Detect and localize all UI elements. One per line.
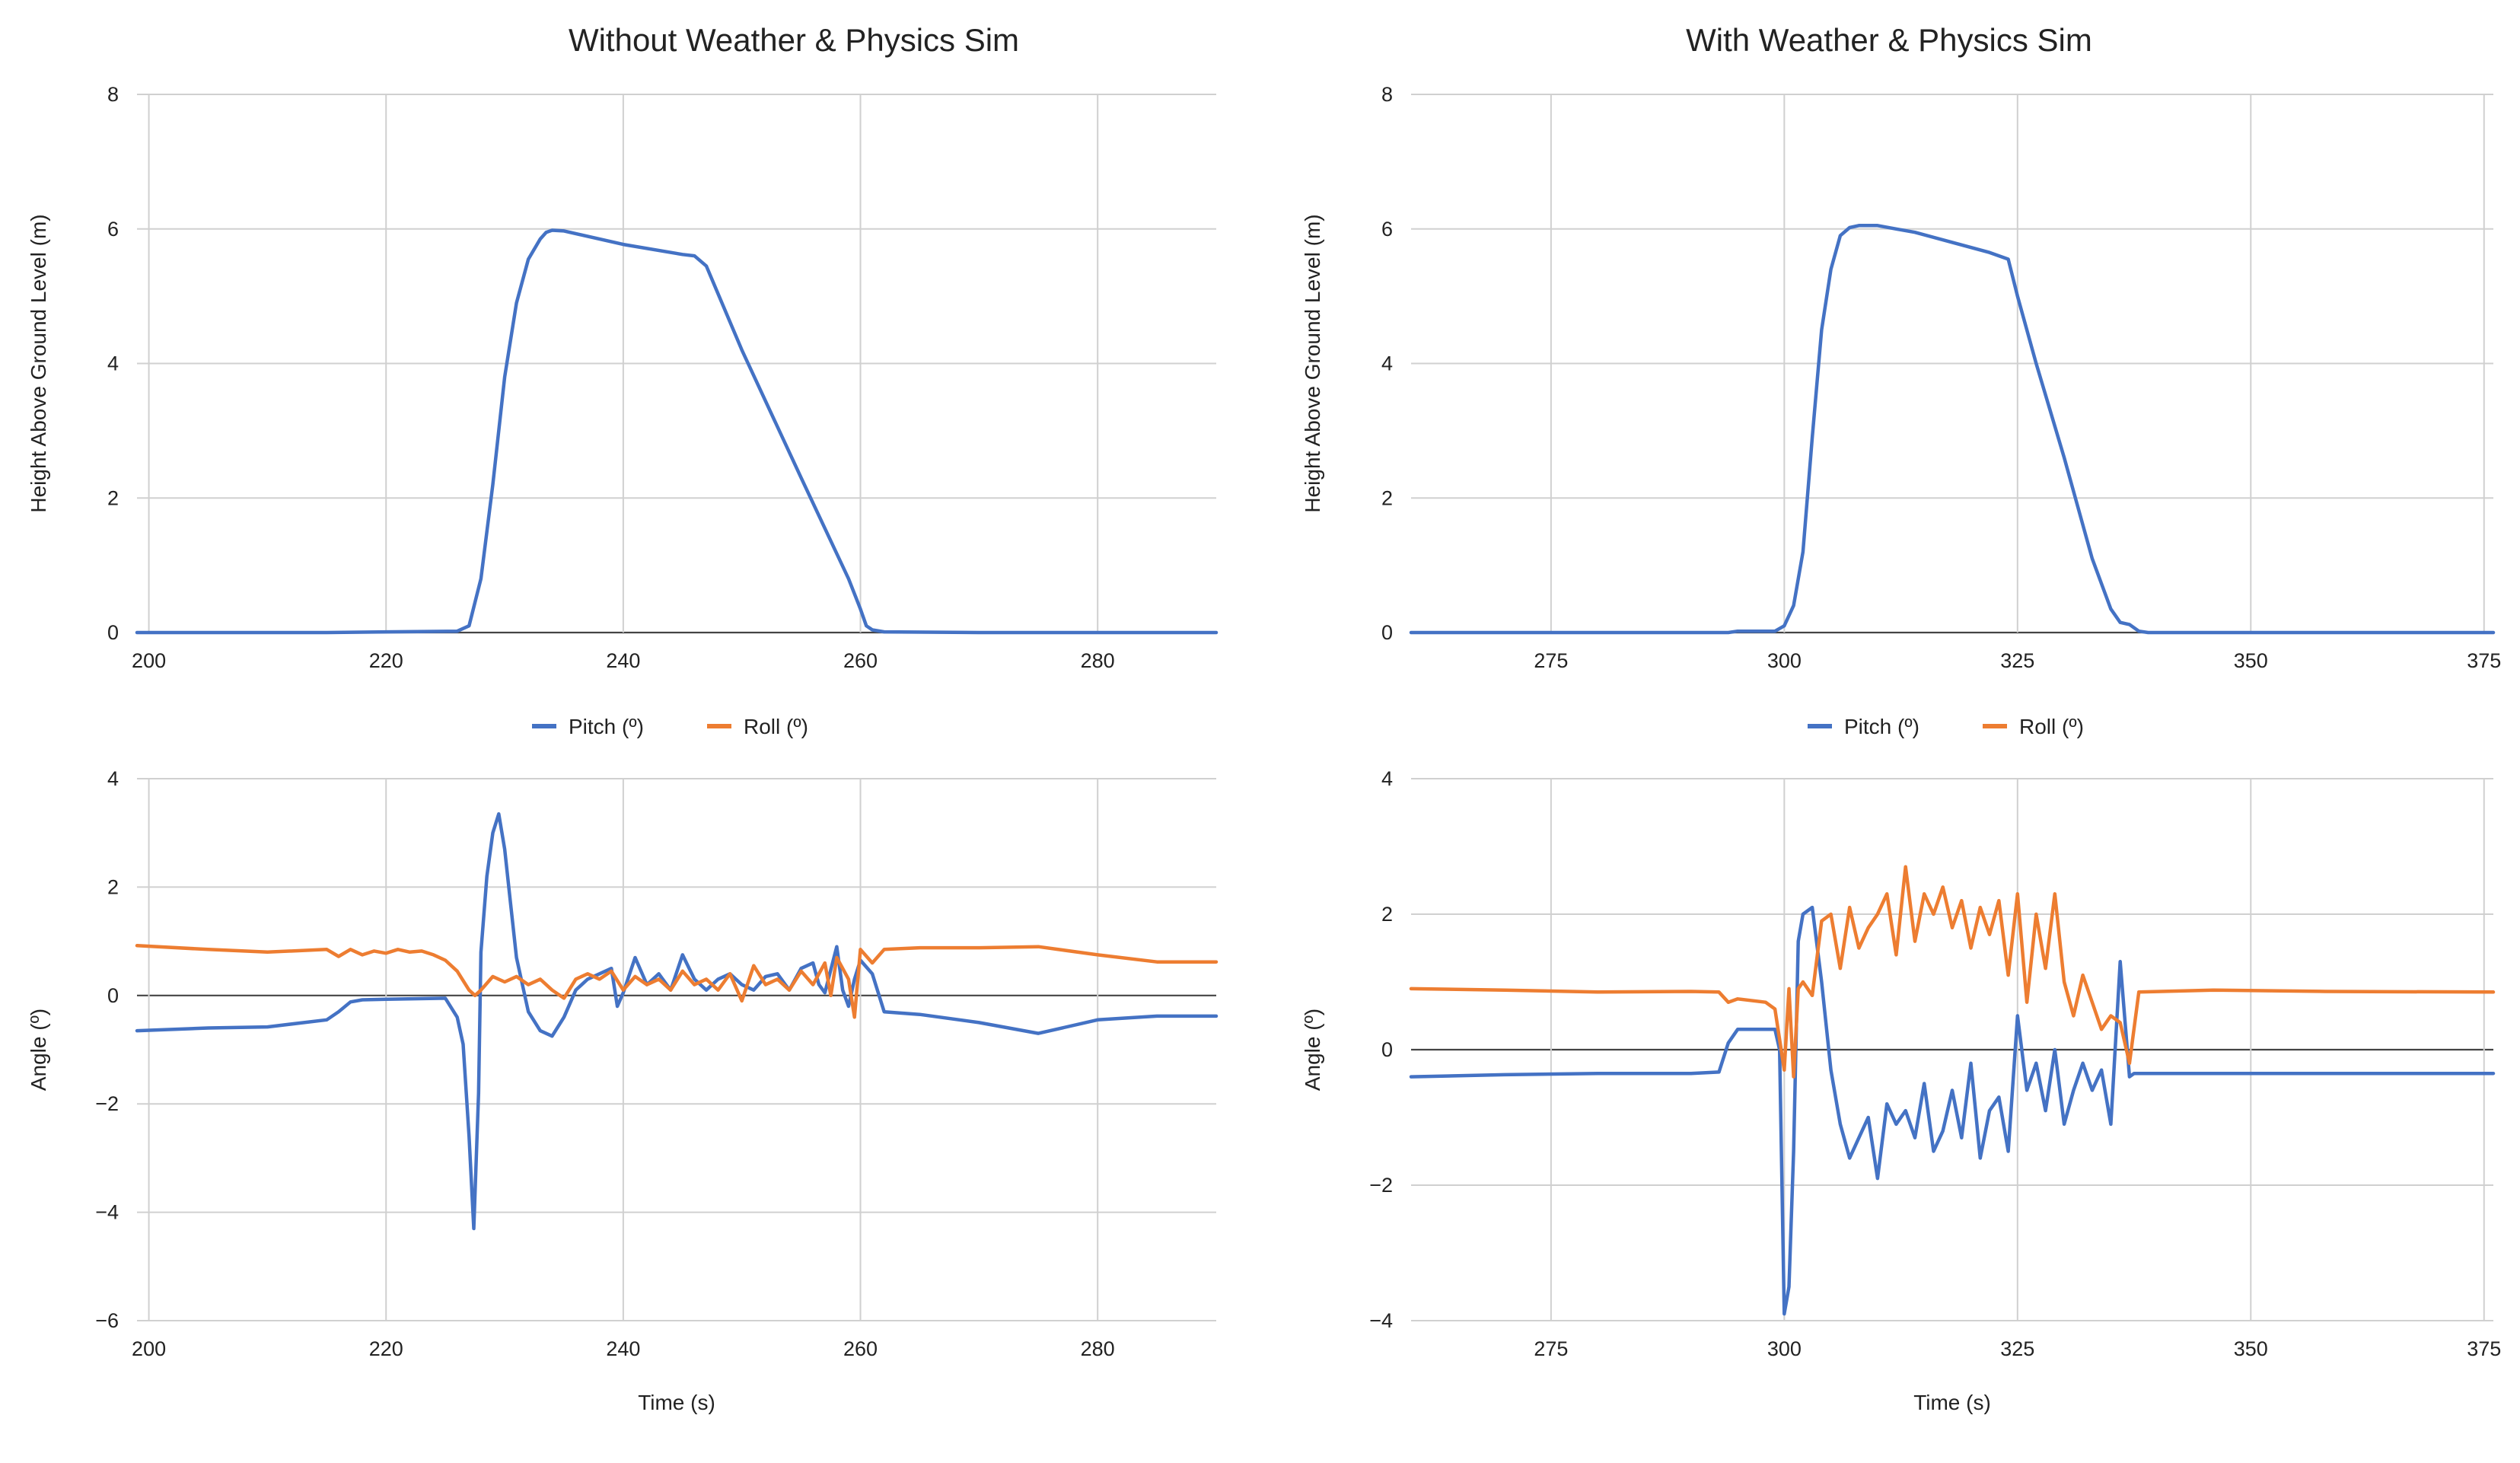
legend-pitch-label: Pitch (º) [1844, 715, 1919, 738]
y-tick-label: 0 [1381, 1038, 1393, 1061]
x-tick-label: 325 [2000, 649, 2034, 672]
y-tick-label: 0 [1381, 621, 1393, 644]
x-tick-label: 240 [606, 649, 640, 672]
x-tick-label: 260 [843, 649, 878, 672]
y-tick-label: 0 [107, 984, 119, 1007]
x-tick-label: 300 [1767, 649, 1802, 672]
x-tick-label: 325 [2000, 1337, 2034, 1360]
x-tick-label: 200 [132, 1337, 166, 1360]
x-tick-label: 350 [2234, 1337, 2268, 1360]
x-axis-label: Time (s) [638, 1391, 715, 1414]
chart-angle-without: −6 −4 −2 0 2 4 200 220 240 260 280 Angle (º) Time (s… [27, 715, 1219, 1414]
y-tick-label: −4 [1369, 1309, 1393, 1332]
roll-series-line [1409, 865, 2496, 1079]
height-series-line [1409, 224, 2496, 635]
y-axis-label: Angle (º) [27, 1009, 50, 1091]
y-tick-label: 4 [107, 352, 119, 375]
chart-angle-with: −4 −2 0 2 4 275 300 325 350 375 Angle (º) Time (s) P… [1301, 715, 2501, 1414]
y-axis-label: Height Above Ground Level (m) [1301, 214, 1324, 512]
y-tick-label: 2 [1381, 903, 1393, 926]
x-tick-label: 275 [1534, 649, 1568, 672]
y-tick-label: 6 [107, 218, 119, 241]
x-tick-label: 375 [2467, 1337, 2501, 1360]
y-tick-label: 8 [107, 83, 119, 106]
chart-height-with: 0 2 4 6 8 275 300 325 350 375 Height Above Ground … [1301, 83, 2501, 672]
x-tick-label: 200 [132, 649, 166, 672]
y-axis-label: Height Above Ground Level (m) [27, 214, 50, 512]
x-tick-label: 275 [1534, 1337, 1568, 1360]
x-tick-label: 240 [606, 1337, 640, 1360]
y-tick-label: 4 [1381, 352, 1393, 375]
pitch-series-line [1409, 905, 2496, 1316]
x-tick-label: 300 [1767, 1337, 1802, 1360]
chart-title: Without Weather & Physics Sim [569, 22, 1019, 58]
x-axis-label: Time (s) [1913, 1391, 1991, 1414]
legend-pitch-label: Pitch (º) [569, 715, 644, 738]
x-tick-label: 280 [1081, 1337, 1115, 1360]
roll-series-line [135, 944, 1219, 1019]
y-axis-label: Angle (º) [1301, 1009, 1324, 1091]
y-tick-label: 4 [107, 767, 119, 790]
height-series-line [135, 228, 1219, 635]
y-tick-label: 8 [1381, 83, 1393, 106]
y-tick-label: 2 [107, 875, 119, 898]
x-tick-label: 220 [369, 1337, 403, 1360]
x-tick-label: 350 [2234, 649, 2268, 672]
legend-roll-label: Roll (º) [744, 715, 808, 738]
legend-roll-label: Roll (º) [2019, 715, 2084, 738]
chart-height-without: 0 2 4 6 8 200 220 240 260 280 Height Above Ground … [27, 83, 1219, 672]
x-tick-label: 220 [369, 649, 403, 672]
y-tick-label: −6 [95, 1309, 119, 1332]
chart-title: With Weather & Physics Sim [1686, 22, 2092, 58]
x-tick-label: 260 [843, 1337, 878, 1360]
pitch-series-line [135, 812, 1219, 1231]
x-tick-label: 375 [2467, 649, 2501, 672]
y-tick-label: 4 [1381, 767, 1393, 790]
x-tick-label: 280 [1081, 649, 1115, 672]
y-tick-label: −4 [95, 1201, 119, 1224]
y-tick-label: 0 [107, 621, 119, 644]
y-tick-label: 2 [1381, 486, 1393, 509]
y-tick-label: 2 [107, 486, 119, 509]
y-tick-label: 6 [1381, 218, 1393, 241]
y-tick-label: −2 [95, 1092, 119, 1115]
y-tick-label: −2 [1369, 1174, 1393, 1197]
